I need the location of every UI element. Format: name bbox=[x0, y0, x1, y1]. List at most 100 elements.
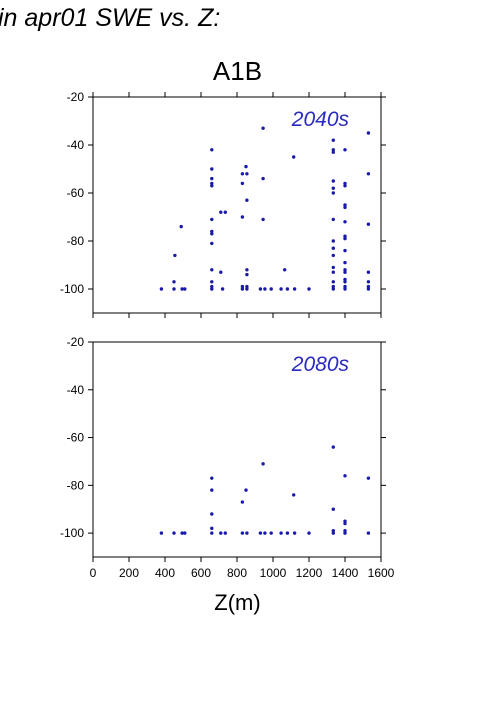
x-tick-label: 0 bbox=[90, 566, 97, 580]
data-point bbox=[263, 531, 267, 535]
data-point bbox=[245, 531, 249, 535]
data-point bbox=[331, 280, 335, 284]
data-point bbox=[343, 280, 347, 284]
data-point bbox=[283, 268, 287, 272]
data-point bbox=[331, 253, 335, 258]
data-point bbox=[210, 181, 214, 186]
data-point bbox=[180, 531, 184, 535]
data-point bbox=[343, 270, 347, 274]
data-point bbox=[219, 531, 223, 535]
x-tick-label: 600 bbox=[191, 566, 211, 580]
x-tick-label: 1600 bbox=[368, 566, 395, 580]
data-point bbox=[343, 205, 347, 210]
data-point bbox=[307, 287, 311, 291]
data-point bbox=[261, 217, 265, 222]
x-tick-label: 1200 bbox=[296, 566, 323, 580]
data-point bbox=[210, 526, 214, 531]
y-tick-label: -60 bbox=[67, 186, 85, 200]
data-point bbox=[180, 287, 184, 291]
data-point bbox=[343, 236, 347, 241]
data-point bbox=[366, 287, 371, 291]
x-tick-label: 400 bbox=[155, 566, 175, 580]
data-point bbox=[292, 287, 297, 291]
data-point bbox=[245, 198, 249, 202]
y-tick-label: -80 bbox=[67, 234, 85, 248]
data-point bbox=[366, 531, 371, 535]
data-point bbox=[279, 531, 283, 535]
data-point bbox=[331, 148, 335, 152]
data-point bbox=[245, 272, 249, 277]
data-point bbox=[343, 519, 347, 523]
data-point bbox=[366, 270, 371, 274]
data-point bbox=[331, 186, 335, 190]
page-title: in apr01 SWE vs. Z: bbox=[0, 4, 221, 32]
y-tick-label: -60 bbox=[67, 431, 85, 445]
data-point bbox=[343, 220, 347, 224]
data-point bbox=[210, 148, 214, 152]
data-point bbox=[366, 131, 371, 135]
data-point bbox=[331, 445, 335, 449]
data-point bbox=[343, 181, 347, 186]
x-axis-label: Z(m) bbox=[214, 590, 261, 615]
data-point bbox=[240, 500, 245, 504]
data-point bbox=[210, 284, 214, 289]
data-point bbox=[210, 488, 214, 492]
data-point bbox=[343, 148, 347, 152]
data-point bbox=[258, 287, 263, 291]
data-point bbox=[210, 184, 214, 188]
data-point bbox=[183, 531, 187, 535]
data-point bbox=[240, 287, 245, 291]
data-point bbox=[245, 287, 249, 291]
x-tick-label: 200 bbox=[119, 566, 139, 580]
scenario-title: A1B bbox=[212, 56, 263, 86]
data-point bbox=[159, 531, 164, 535]
data-point bbox=[240, 172, 245, 176]
data-point bbox=[245, 268, 249, 272]
data-point bbox=[210, 280, 214, 284]
data-point bbox=[331, 529, 335, 533]
data-point bbox=[263, 287, 267, 291]
data-point bbox=[159, 287, 164, 291]
data-point bbox=[210, 176, 214, 181]
data-point bbox=[210, 287, 214, 291]
data-point bbox=[269, 287, 273, 291]
data-point bbox=[244, 488, 248, 492]
y-tick-label: -20 bbox=[67, 90, 85, 104]
data-point bbox=[331, 179, 335, 183]
data-point bbox=[179, 224, 183, 229]
data-point bbox=[285, 287, 290, 291]
data-point bbox=[261, 176, 265, 181]
data-point bbox=[240, 284, 245, 289]
data-point bbox=[331, 287, 335, 291]
data-point bbox=[258, 531, 263, 535]
data-point bbox=[331, 284, 335, 289]
data-point bbox=[331, 246, 335, 250]
data-point bbox=[219, 210, 223, 214]
data-point bbox=[210, 167, 214, 171]
x-tick-label: 800 bbox=[227, 566, 247, 580]
data-point bbox=[240, 215, 245, 219]
data-point bbox=[366, 222, 371, 226]
y-tick-label: -40 bbox=[67, 383, 85, 397]
data-point bbox=[366, 284, 371, 289]
data-point bbox=[366, 280, 371, 284]
data-point bbox=[343, 260, 347, 265]
data-point bbox=[331, 507, 335, 511]
data-point bbox=[210, 476, 214, 480]
data-point bbox=[210, 229, 214, 234]
data-point bbox=[366, 172, 371, 176]
data-point bbox=[343, 531, 347, 535]
data-point bbox=[343, 521, 347, 526]
data-point bbox=[331, 239, 335, 243]
data-point bbox=[240, 181, 245, 186]
data-point bbox=[331, 531, 335, 535]
data-point bbox=[210, 217, 214, 222]
x-tick-label: 1400 bbox=[332, 566, 359, 580]
data-point bbox=[343, 277, 347, 282]
data-point bbox=[245, 172, 249, 176]
y-tick-label: -20 bbox=[67, 335, 85, 349]
data-point bbox=[261, 462, 265, 466]
data-point bbox=[292, 493, 296, 497]
data-point bbox=[331, 138, 335, 142]
data-point bbox=[210, 241, 214, 246]
